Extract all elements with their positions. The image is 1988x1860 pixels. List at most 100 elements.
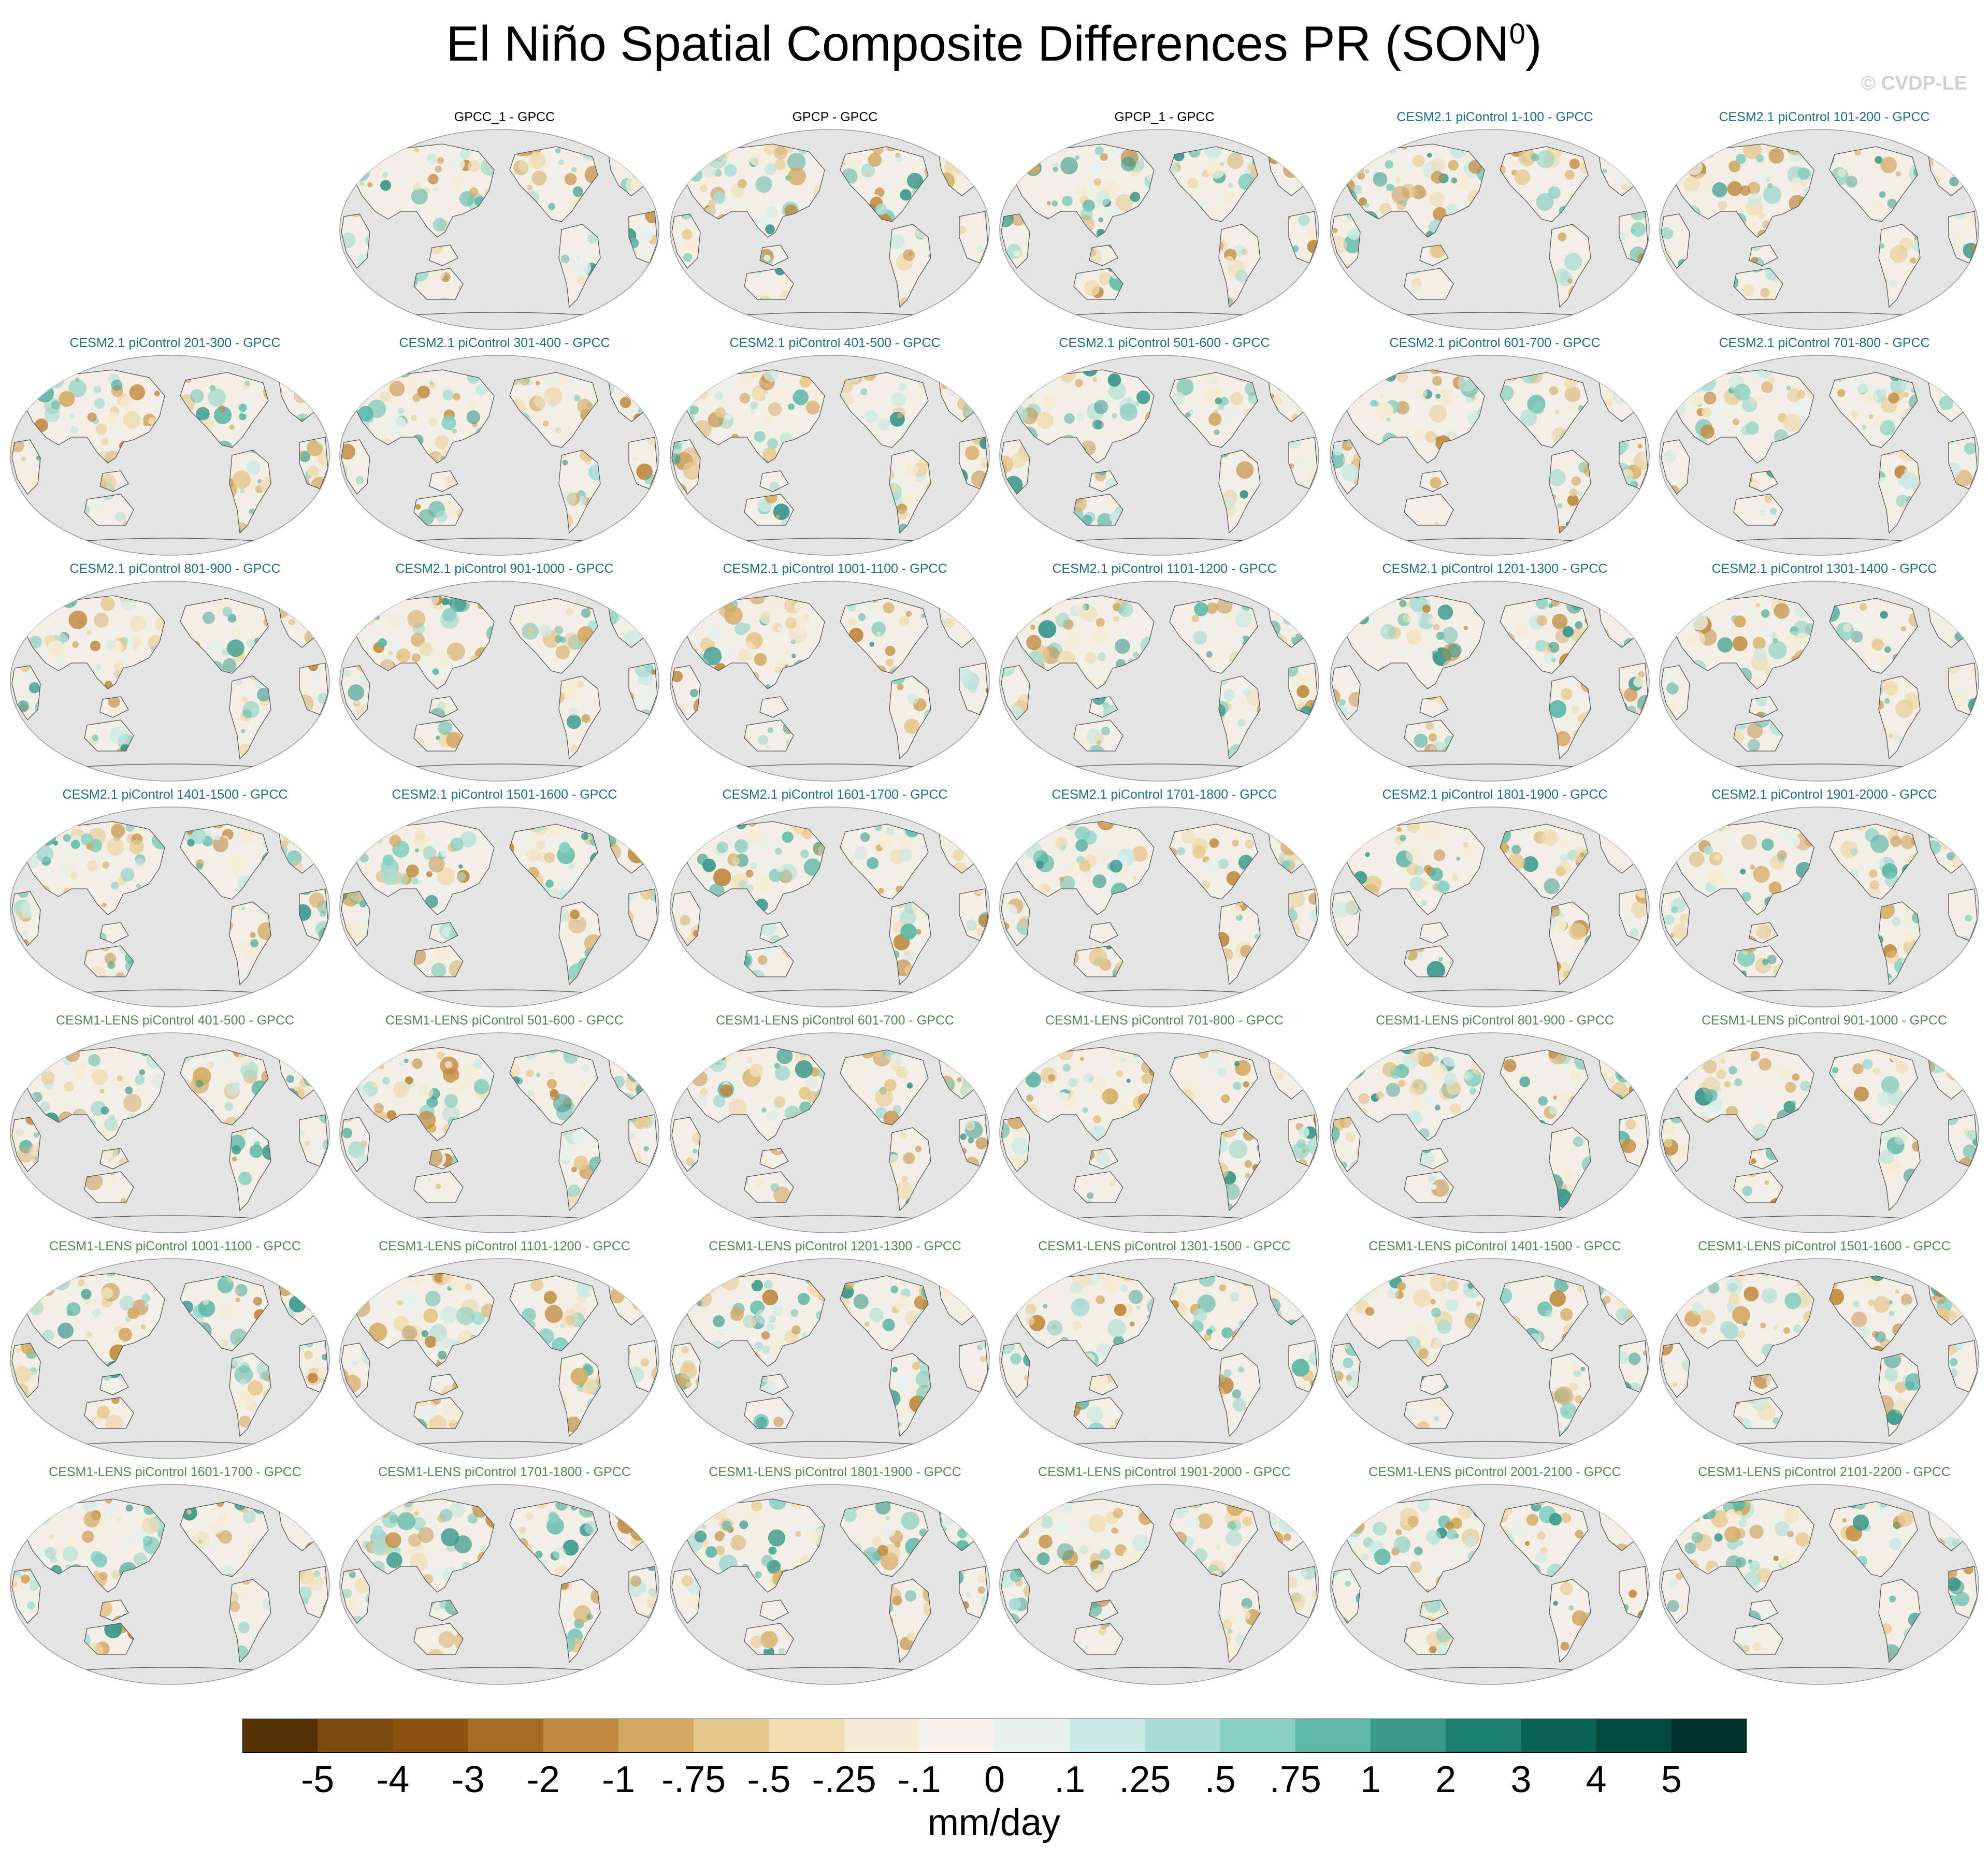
coastline <box>1073 494 1123 526</box>
coastline <box>628 437 658 489</box>
panel-title: CESM2.1 piControl 1-100 - GPCC <box>1396 110 1593 124</box>
coastline <box>558 1579 601 1663</box>
coastline <box>509 372 598 448</box>
colorbar-labels: -5 -4 -3 -2 -1 -.75 -.5 -.25 -.1 0 .1 .25 .5 .75 1 2 3 4 5 <box>0 1758 1988 1805</box>
map-panel: CESM2.1 piControl 1401-1500 - GPCC <box>9 787 341 1007</box>
coastline <box>1619 1114 1648 1167</box>
coastline <box>180 598 269 674</box>
coastline <box>1549 450 1591 534</box>
coastline <box>1948 1340 1978 1393</box>
coastline <box>628 888 658 941</box>
coastline <box>1500 1049 1589 1126</box>
panel-title: CESM2.1 piControl 901-1000 - GPCC <box>395 561 614 576</box>
coastline <box>341 213 370 269</box>
colorbar-swatch <box>1070 1719 1145 1753</box>
coastline <box>1344 1273 1485 1367</box>
map-panel: CESM2.1 piControl 1201-1300 - GPCC <box>1329 561 1661 782</box>
coastline <box>299 1340 328 1393</box>
coastline <box>1674 595 1814 689</box>
coastline <box>11 891 41 947</box>
coastline <box>1331 1343 1361 1398</box>
coastline <box>628 662 658 715</box>
map-panel: CESM2.1 piControl 201-300 - GPCC <box>9 336 341 556</box>
coastline <box>628 211 658 264</box>
map-panel: CESM2.1 piControl 1601-1700 - GPCC <box>669 787 1001 1007</box>
coastline <box>1829 824 1918 900</box>
colorbar-swatch <box>1596 1719 1672 1753</box>
coastline <box>759 1374 789 1395</box>
coastline <box>1073 1171 1123 1203</box>
colorbar-swatch <box>468 1719 544 1753</box>
coastline <box>840 1501 929 1577</box>
map-svg <box>1330 1484 1650 1685</box>
coastline <box>1331 213 1361 269</box>
coastline <box>558 1353 601 1437</box>
coastline <box>24 1498 165 1593</box>
coastline <box>759 244 789 266</box>
figure-title: El Niño Spatial Composite Differences PR… <box>0 16 1988 73</box>
panel-title: GPCC_1 - GPCC <box>454 110 555 124</box>
coastline <box>1878 1353 1921 1437</box>
map-svg <box>10 806 330 1007</box>
coastline <box>959 1566 988 1619</box>
coastline <box>429 922 458 944</box>
coastline <box>558 675 601 760</box>
panel-title: CESM1-LENS piControl 1301-1500 - GPCC <box>1038 1239 1291 1253</box>
map-svg <box>999 1484 1319 1685</box>
map-svg <box>10 581 330 782</box>
coastline <box>11 1117 41 1173</box>
coastline <box>1169 598 1258 674</box>
coastline <box>1001 665 1030 721</box>
coastline <box>1344 1047 1485 1141</box>
panel-title: CESM2.1 piControl 1101-1200 - GPCC <box>1052 561 1277 576</box>
panel-title: CESM2.1 piControl 801-900 - GPCC <box>69 561 281 576</box>
coastline <box>684 595 825 689</box>
coastline <box>84 494 134 526</box>
coastline <box>759 470 789 492</box>
coastline <box>1344 369 1485 464</box>
coastline <box>1014 595 1155 689</box>
panel-title: CESM2.1 piControl 1701-1800 - GPCC <box>1051 787 1277 802</box>
colorbar-tick-label: 1 <box>1360 1759 1381 1800</box>
coastline <box>24 1273 165 1367</box>
map-svg <box>1330 581 1650 782</box>
coastline <box>959 662 988 715</box>
coastline <box>1218 901 1261 986</box>
coastline <box>1014 1047 1155 1141</box>
map-svg <box>670 1484 990 1685</box>
map-panel: CESM2.1 piControl 901-1000 - GPCC <box>339 561 670 782</box>
map-svg <box>339 806 659 1007</box>
colorbar-tick-label: 4 <box>1586 1759 1607 1800</box>
panel-title: GPCP_1 - GPCC <box>1114 110 1215 124</box>
panel-title: CESM1-LENS piControl 1001-1100 - GPCC <box>49 1239 301 1253</box>
map-panel: CESM2.1 piControl 701-800 - GPCC <box>1659 336 1988 556</box>
colorbar-tick-label: .75 <box>1269 1759 1321 1800</box>
coastline <box>1549 901 1591 986</box>
panel-title: CESM2.1 piControl 601-700 - GPCC <box>1389 336 1601 350</box>
map-panel: CESM2.1 piControl 501-600 - GPCC <box>999 336 1330 556</box>
map-panel: CESM2.1 piControl 1301-1400 - GPCC <box>1659 561 1988 782</box>
map-panel: CESM1-LENS piControl 601-700 - GPCC <box>669 1013 1001 1233</box>
map-svg <box>670 355 990 556</box>
coastline <box>1733 719 1783 752</box>
coastline <box>1404 945 1454 977</box>
coastline <box>1500 598 1589 674</box>
coastline <box>889 224 931 308</box>
coastline <box>84 719 134 752</box>
coastline <box>1419 696 1449 718</box>
coastline <box>1001 213 1030 269</box>
coastline <box>1073 719 1123 752</box>
coastline <box>1404 1397 1454 1429</box>
colorbar-swatch <box>694 1719 769 1753</box>
map-panel: CESM1-LENS piControl 701-800 - GPCC <box>999 1013 1330 1233</box>
coastline <box>759 922 789 944</box>
map-svg <box>670 1032 990 1233</box>
map-panel: CESM1-LENS piControl 401-500 - GPCC <box>9 1013 341 1233</box>
map-svg <box>999 806 1319 1007</box>
map-panel: CESM1-LENS piControl 1501-1600 - GPCC <box>1659 1239 1988 1459</box>
map-panel: CESM1-LENS piControl 1401-1500 - GPCC <box>1329 1239 1661 1459</box>
coastline <box>299 437 328 489</box>
map-panel: CESM2.1 piControl 1101-1200 - GPCC <box>999 561 1330 782</box>
coastline <box>1733 494 1783 526</box>
panel-title: CESM2.1 piControl 1201-1300 - GPCC <box>1382 561 1608 576</box>
